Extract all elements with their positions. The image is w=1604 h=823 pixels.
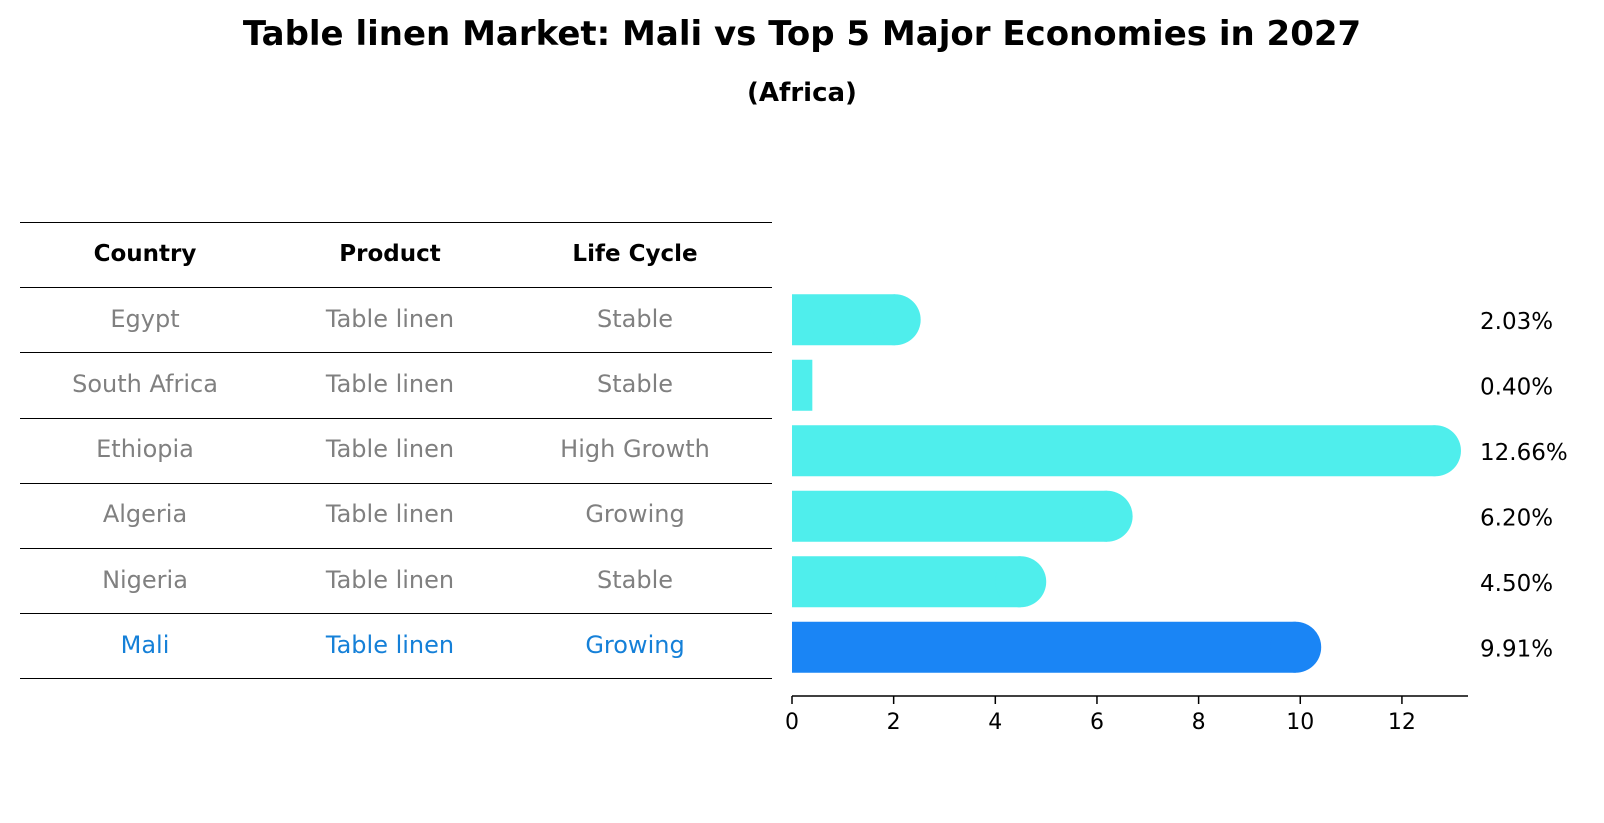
- cell-product: Table linen: [325, 370, 455, 398]
- table-rule: [20, 287, 772, 288]
- chart-title: Table linen Market: Mali vs Top 5 Major …: [242, 14, 1362, 54]
- table-rule: [20, 613, 772, 614]
- bar-body: [792, 556, 1021, 608]
- chart-subtitle: (Africa): [747, 78, 857, 108]
- bar-south-africa: [792, 359, 813, 411]
- cell-product: Table linen: [325, 305, 455, 333]
- bar-body: [792, 621, 1296, 673]
- table-rule: [20, 222, 772, 223]
- table-rule: [20, 418, 772, 419]
- value-label: 9.91%: [1480, 636, 1553, 662]
- value-label: 0.40%: [1480, 374, 1553, 400]
- value-label: 4.50%: [1480, 571, 1553, 597]
- cell-country: South Africa: [72, 370, 218, 398]
- cell-country: Egypt: [110, 305, 180, 333]
- header-life-cycle: Life Cycle: [572, 241, 698, 267]
- cell-life-cycle: Growing: [585, 500, 685, 528]
- cell-life-cycle: Stable: [596, 566, 674, 594]
- x-tick-label: 4: [988, 710, 1002, 735]
- bar-egypt: [792, 294, 921, 346]
- table-rule: [20, 352, 772, 353]
- cell-product: Table linen: [325, 631, 455, 659]
- x-tick-label: 10: [1286, 710, 1314, 735]
- bar-ethiopia: [792, 425, 1461, 477]
- cell-life-cycle: Stable: [596, 370, 674, 398]
- x-tick-label: 6: [1090, 710, 1104, 735]
- cell-country: Algeria: [102, 500, 188, 528]
- header-product: Product: [339, 241, 441, 267]
- bar-nigeria: [792, 556, 1047, 608]
- cell-product: Table linen: [325, 435, 455, 463]
- bar-cap: [1081, 490, 1133, 542]
- cell-country: Nigeria: [102, 566, 188, 594]
- header-country: Country: [93, 241, 197, 267]
- x-tick-label: 0: [785, 710, 799, 735]
- x-tick-label: 8: [1192, 710, 1206, 735]
- bar-cap: [995, 556, 1047, 608]
- x-tick-label: 12: [1388, 710, 1416, 735]
- cell-country: Mali: [120, 631, 170, 659]
- value-label: 12.66%: [1480, 440, 1568, 466]
- bar-body: [792, 490, 1108, 542]
- x-tick-label: 2: [887, 710, 901, 735]
- cell-life-cycle: Stable: [596, 305, 674, 333]
- bar-cap: [1409, 425, 1461, 477]
- bar-mali: [792, 621, 1322, 673]
- bar-body: [792, 359, 813, 411]
- table-rule: [20, 483, 772, 484]
- table-rule: [20, 548, 772, 549]
- value-label: 2.03%: [1480, 309, 1553, 335]
- bar-algeria: [792, 490, 1133, 542]
- cell-life-cycle: High Growth: [560, 435, 710, 463]
- cell-product: Table linen: [325, 500, 455, 528]
- cell-life-cycle: Growing: [585, 631, 685, 659]
- cell-product: Table linen: [325, 566, 455, 594]
- bar-cap: [869, 294, 921, 346]
- bar-body: [792, 425, 1436, 477]
- cell-country: Ethiopia: [96, 435, 194, 463]
- value-label: 6.20%: [1480, 505, 1553, 531]
- bar-cap: [1270, 621, 1322, 673]
- table-rule: [20, 678, 772, 679]
